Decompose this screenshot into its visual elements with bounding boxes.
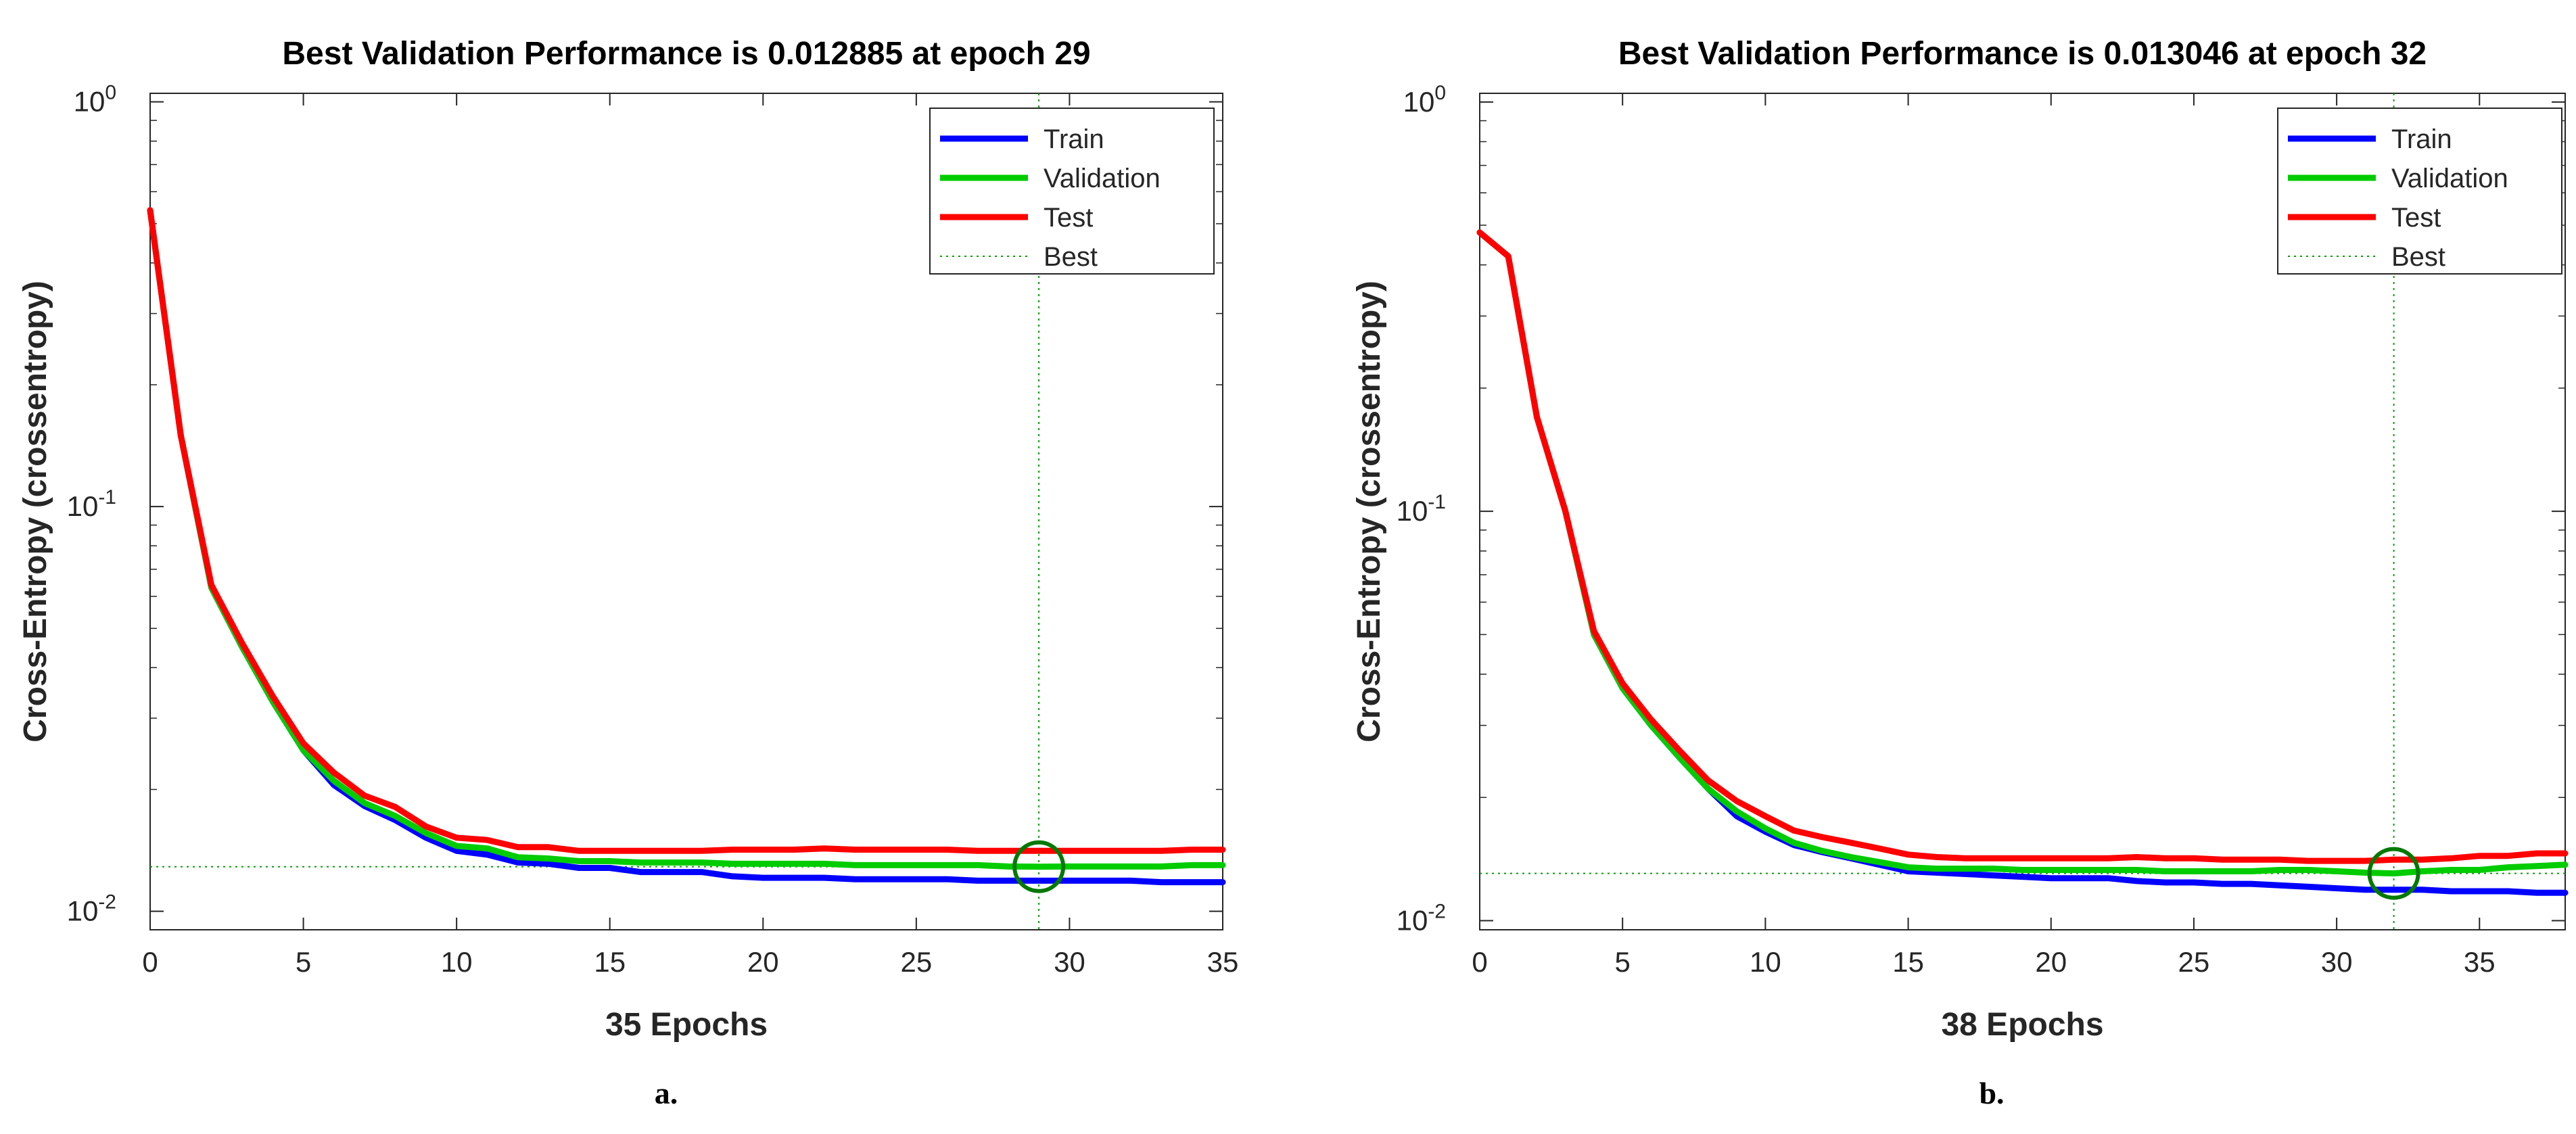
panel-label-a: a. (655, 1076, 678, 1110)
legend-label-best: Best (2391, 242, 2445, 272)
x-axis-label: 35 Epochs (605, 1007, 768, 1043)
y-tick-exponent: 0 (105, 82, 116, 104)
x-tick-label: 25 (900, 946, 932, 978)
panel-label-b: b. (1979, 1076, 2004, 1110)
y-tick-exponent: -2 (98, 891, 116, 914)
y-tick-base: 10 (1403, 86, 1435, 118)
y-tick-base: 10 (74, 86, 106, 118)
y-tick-label: 100 (74, 82, 116, 118)
y-tick-exponent: 0 (1434, 82, 1446, 104)
legend-label-test: Test (1044, 203, 1093, 233)
x-tick-label: 10 (1750, 946, 1781, 978)
x-tick-label: 0 (142, 946, 158, 978)
series-line-test (1476, 229, 2569, 864)
y-tick-base: 10 (1397, 905, 1428, 937)
legend-label-validation: Validation (1044, 164, 1161, 193)
series-line-validation (147, 207, 1226, 870)
x-tick-label: 20 (747, 946, 779, 978)
y-axis-label: Cross-Entropy (crossentropy) (1351, 281, 1387, 742)
y-tick-exponent: -1 (1428, 491, 1446, 513)
best-marker-circle (2367, 847, 2420, 900)
x-tick-label: 20 (2035, 946, 2067, 978)
y-tick-base: 10 (67, 490, 99, 522)
x-tick-label: 35 (2464, 946, 2496, 978)
y-axis-label: Cross-Entropy (crossentropy) (18, 281, 53, 742)
y-tick-base: 10 (67, 895, 99, 927)
x-tick-label: 10 (441, 946, 473, 978)
x-tick-label: 15 (594, 946, 626, 978)
legend-label-best: Best (1044, 242, 1098, 272)
y-tick-base: 10 (1397, 495, 1428, 527)
legend-label-train: Train (1044, 124, 1104, 154)
x-tick-label: 30 (1054, 946, 1085, 978)
x-axis-label: 38 Epochs (1941, 1007, 2103, 1043)
legend-label-train: Train (2391, 124, 2452, 154)
y-tick-label: 100 (1403, 82, 1446, 118)
x-tick-label: 0 (1472, 946, 1487, 978)
best-marker-circle (1012, 840, 1066, 893)
y-tick-label: 10-1 (67, 486, 116, 522)
x-tick-label: 15 (1892, 946, 1924, 978)
x-tick-label: 5 (296, 946, 311, 978)
series-line-test (147, 207, 1226, 854)
legend-label-validation: Validation (2391, 164, 2508, 193)
chart-title: Best Validation Performance is 0.012885 … (282, 36, 1090, 72)
x-tick-label: 5 (1615, 946, 1631, 978)
y-tick-label: 10-1 (1397, 491, 1446, 527)
y-tick-label: 10-2 (67, 891, 116, 927)
series-line-validation (1476, 229, 2569, 877)
y-tick-exponent: -2 (1428, 901, 1446, 923)
x-tick-label: 35 (1207, 946, 1239, 978)
legend-label-test: Test (2391, 203, 2441, 233)
y-tick-exponent: -1 (98, 486, 116, 509)
y-tick-label: 10-2 (1397, 901, 1446, 937)
x-tick-label: 30 (2321, 946, 2353, 978)
chart-title: Best Validation Performance is 0.013046 … (1618, 36, 2427, 72)
x-tick-label: 25 (2178, 946, 2210, 978)
